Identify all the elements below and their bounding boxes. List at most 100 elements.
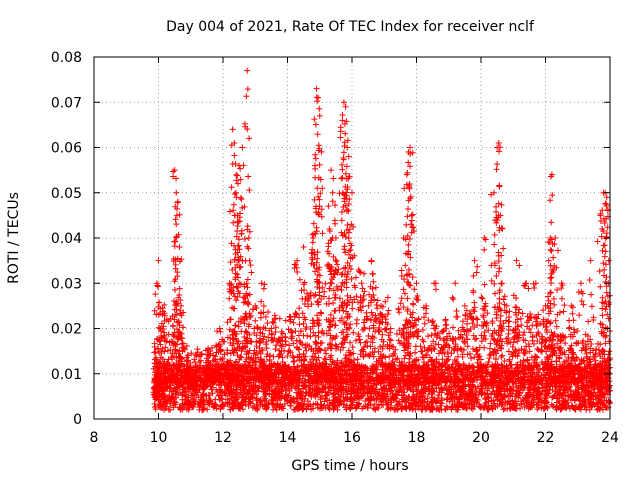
roti-point	[557, 386, 564, 393]
roti-point	[185, 388, 192, 395]
roti-point	[167, 347, 174, 354]
roti-point	[419, 326, 426, 333]
roti-point	[565, 397, 572, 404]
roti-point	[193, 392, 200, 399]
roti-point	[270, 390, 277, 397]
roti-point	[284, 353, 291, 360]
roti-point	[391, 395, 398, 402]
roti-point	[518, 401, 525, 408]
roti-point	[268, 386, 275, 393]
roti-point	[317, 379, 324, 386]
roti-point	[315, 404, 322, 411]
roti-point	[399, 403, 406, 410]
roti-point	[273, 391, 280, 398]
roti-point	[393, 398, 400, 405]
roti-point	[565, 403, 572, 410]
roti-point	[296, 392, 303, 399]
roti-point	[468, 355, 475, 362]
roti-point	[262, 313, 269, 320]
roti-point	[370, 376, 377, 383]
roti-point	[412, 343, 419, 350]
roti-point	[449, 363, 456, 370]
roti-point	[428, 405, 435, 412]
roti-point	[382, 397, 389, 404]
roti-point	[347, 404, 354, 411]
roti-point	[443, 403, 450, 410]
roti-point	[390, 393, 397, 400]
data-points	[150, 67, 613, 413]
roti-point	[231, 403, 238, 410]
roti-point	[337, 393, 344, 400]
roti-point	[191, 356, 198, 363]
roti-point	[476, 403, 483, 410]
roti-point	[533, 392, 540, 399]
roti-point	[473, 315, 480, 322]
roti-point	[369, 362, 376, 369]
roti-point	[357, 390, 364, 397]
roti-point	[474, 351, 481, 358]
roti-point	[263, 398, 270, 405]
roti-point	[438, 384, 445, 391]
roti-point	[435, 341, 442, 348]
roti-point	[382, 354, 389, 361]
roti-point	[383, 393, 390, 400]
roti-point	[526, 348, 533, 355]
roti-point	[598, 394, 605, 401]
roti-point	[376, 328, 383, 335]
roti-point	[307, 391, 314, 398]
roti-point	[469, 345, 476, 352]
roti-point	[276, 315, 283, 322]
roti-point	[570, 393, 577, 400]
roti-point	[206, 401, 213, 408]
roti-point	[594, 403, 601, 410]
roti-point	[473, 335, 480, 342]
roti-point	[294, 368, 301, 375]
roti-point	[370, 353, 377, 360]
roti-point	[597, 404, 604, 411]
roti-point	[179, 391, 186, 398]
roti-point	[346, 362, 353, 369]
roti-point	[268, 366, 275, 373]
roti-point	[334, 286, 341, 293]
roti-point	[502, 405, 509, 412]
roti-point	[372, 406, 379, 413]
roti-point	[217, 403, 224, 410]
roti-point	[436, 406, 443, 413]
roti-point	[574, 374, 581, 381]
roti-point	[310, 360, 317, 367]
roti-point	[161, 386, 168, 393]
roti-point	[166, 388, 173, 395]
roti-point	[364, 395, 371, 402]
roti-point	[557, 390, 564, 397]
roti-point	[349, 344, 356, 351]
roti-point	[213, 386, 220, 393]
roti-point	[290, 395, 297, 402]
roti-point	[562, 340, 569, 347]
roti-point	[421, 320, 428, 327]
roti-point	[528, 404, 535, 411]
roti-point	[374, 297, 381, 304]
roti-point	[237, 404, 244, 411]
roti-point	[576, 391, 583, 398]
roti-point	[446, 330, 453, 337]
roti-point	[161, 358, 168, 365]
roti-point	[323, 392, 330, 399]
roti-point	[437, 399, 444, 406]
roti-point	[554, 340, 561, 347]
roti-point	[274, 401, 281, 408]
roti-point	[363, 338, 370, 345]
roti-point	[261, 333, 268, 340]
roti-point	[468, 313, 475, 320]
roti-point	[386, 336, 393, 343]
roti-point	[307, 358, 314, 365]
roti-point	[185, 406, 192, 413]
roti-point	[497, 373, 504, 380]
roti-point	[384, 406, 391, 413]
roti-point	[322, 378, 329, 385]
roti-point	[338, 359, 345, 366]
roti-point	[164, 379, 171, 386]
roti-point	[283, 382, 290, 389]
roti-point	[225, 359, 232, 366]
roti-point	[409, 388, 416, 395]
roti-point	[302, 392, 309, 399]
